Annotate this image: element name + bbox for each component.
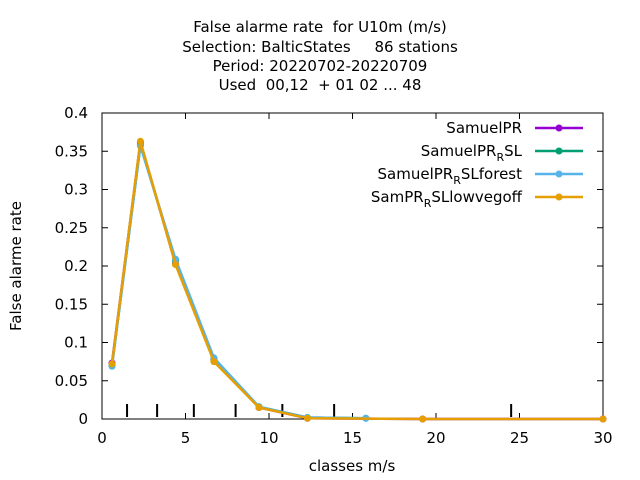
y-tick-label: 0.15 — [55, 295, 88, 313]
series-3 — [108, 142, 370, 422]
y-tick-label: 0.35 — [55, 142, 88, 160]
legend-swatch-point — [555, 193, 563, 201]
data-point — [108, 360, 116, 368]
x-tick-label: 25 — [510, 429, 529, 447]
axes: 0 5 10 15 20 25 30 0 0.05 0.1 0.15 0.2 0.25 0.3 0.35 0.… — [55, 104, 613, 447]
series-2 — [108, 141, 370, 422]
series-4 — [108, 137, 607, 423]
x-tick-label: 10 — [259, 429, 278, 447]
legend-swatch-point — [555, 124, 563, 132]
title-line-4: Used 00,12 + 01 02 ... 48 — [218, 76, 422, 94]
series-layer — [108, 137, 607, 423]
data-point — [210, 358, 218, 366]
y-tick-label: 0.3 — [64, 181, 88, 199]
legend-label: SamuelPRRSL — [421, 142, 523, 164]
x-tick-label: 20 — [426, 429, 445, 447]
title-line-1: False alarme rate for U10m (m/s) — [193, 18, 447, 36]
title-line-2: Selection: BalticStates 86 stations — [182, 38, 458, 56]
legend: SamuelPR SamuelPRRSLSamuelPRRSLforestSamP… — [371, 119, 583, 210]
y-tick-label: 0.25 — [55, 219, 88, 237]
data-point — [419, 415, 427, 423]
x-tick-label: 15 — [343, 429, 362, 447]
legend-swatch-point — [555, 170, 563, 178]
y-axis-label: False alarme rate — [7, 201, 25, 331]
y-tick-label: 0.4 — [64, 104, 88, 122]
legend-swatch-point — [555, 147, 563, 155]
x-tick-label: 0 — [97, 429, 107, 447]
data-point — [303, 414, 311, 422]
series-line — [110, 140, 603, 421]
x-tick-label: 5 — [181, 429, 191, 447]
legend-label: SamuelPR — [446, 119, 522, 137]
series-line — [110, 144, 366, 420]
data-point — [171, 260, 179, 268]
series-line — [110, 140, 603, 421]
title-line-3: Period: 20220702-20220709 — [212, 57, 428, 75]
data-point — [599, 415, 607, 423]
data-point — [255, 404, 263, 412]
data-point — [136, 137, 144, 145]
x-axis-label: classes m/s — [309, 457, 396, 475]
y-tick-label: 0.05 — [55, 372, 88, 390]
legend-label: SamuelPRRSLforest — [378, 165, 523, 187]
series-line — [110, 143, 366, 420]
x-tick-label: 30 — [593, 429, 612, 447]
y-tick-label: 0 — [78, 410, 88, 428]
y-tick-label: 0.2 — [64, 257, 88, 275]
y-tick-label: 0.1 — [64, 334, 88, 352]
legend-label: SamPRRSLlowvegoff — [371, 188, 523, 210]
class-bound-markers — [126, 404, 513, 417]
